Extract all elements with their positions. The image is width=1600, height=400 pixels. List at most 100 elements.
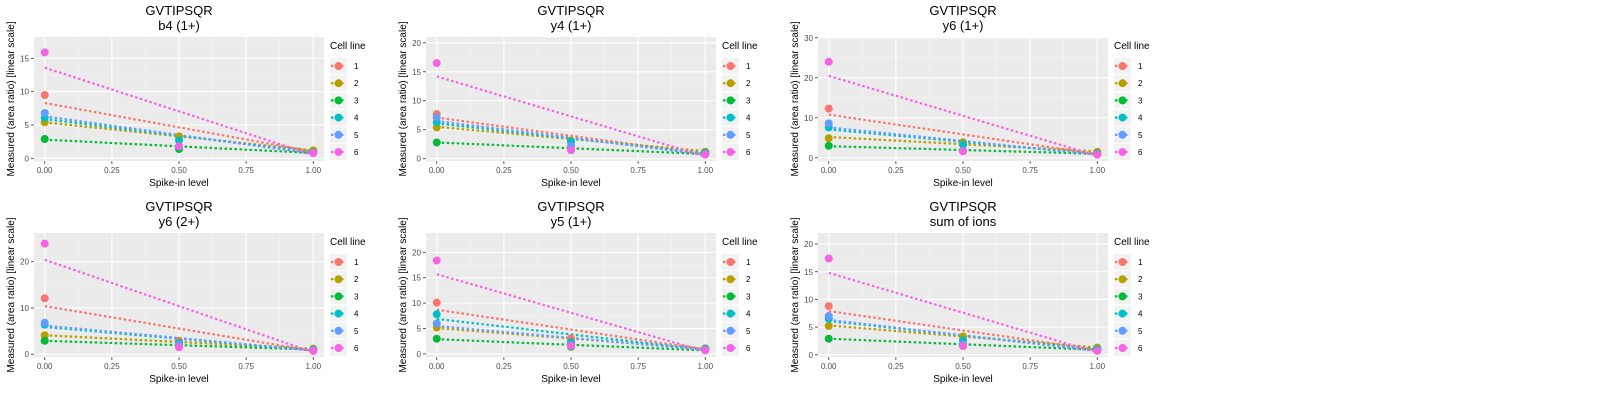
data-point-series-6 xyxy=(567,341,575,350)
x-tick-label: 0.25 xyxy=(496,166,512,175)
data-point-series-1 xyxy=(40,294,49,303)
legend-label: 4 xyxy=(354,310,359,319)
data-point-series-2 xyxy=(40,331,49,340)
data-point-series-1 xyxy=(432,298,441,307)
legend-title: Cell line xyxy=(330,237,366,248)
legend-key-point xyxy=(334,96,343,105)
trend-line-series-6 xyxy=(44,258,314,354)
y-tick-label: 20 xyxy=(804,240,813,249)
chart-subtitle: y5 (1+) xyxy=(551,214,592,229)
legend-label: 5 xyxy=(1138,327,1143,336)
data-point-series-2 xyxy=(824,134,833,143)
legend-label: 1 xyxy=(746,258,751,267)
legend-label: 6 xyxy=(1138,148,1143,157)
legend-label: 1 xyxy=(746,62,751,71)
y-axis-label: Measured (area ratio) [linear scale] xyxy=(398,21,409,176)
legend-key-point xyxy=(334,62,343,70)
data-point-series-4 xyxy=(959,140,967,149)
data-point-series-6 xyxy=(40,239,49,248)
y-tick-label: 10 xyxy=(804,114,813,123)
data-point-series-6 xyxy=(567,145,575,154)
legend-key-point xyxy=(726,62,735,70)
y-tick-label: 0 xyxy=(417,155,422,164)
legend-label: 4 xyxy=(746,114,751,123)
y-tick-label: 20 xyxy=(804,74,813,83)
x-tick-label: 0.25 xyxy=(888,362,904,371)
x-tick-label: 0.75 xyxy=(1022,166,1038,175)
legend-label: 6 xyxy=(354,148,359,157)
legend-key-point xyxy=(334,326,343,335)
x-tick-label: 0.75 xyxy=(238,362,254,371)
legend-label: 3 xyxy=(354,292,359,301)
x-tick-label: 0.50 xyxy=(171,362,187,371)
y-tick-label: 0 xyxy=(809,154,814,163)
legend-key-point xyxy=(334,275,343,284)
y-tick-label: 10 xyxy=(804,295,813,304)
y-tick-label: 0 xyxy=(809,351,814,360)
trend-line-series-6 xyxy=(828,74,1098,157)
legend-key-point xyxy=(334,344,343,352)
y-tick-label: 5 xyxy=(417,126,422,135)
legend-label: 5 xyxy=(1138,131,1143,140)
data-point-series-6 xyxy=(432,256,441,265)
y-tick-label: 15 xyxy=(412,68,421,77)
x-tick-label: 0.75 xyxy=(630,362,646,371)
data-point-series-5 xyxy=(824,119,833,128)
x-axis-label: Spike-in level xyxy=(149,374,208,385)
data-point-series-2 xyxy=(824,322,833,330)
data-point-series-6 xyxy=(959,147,967,156)
y-tick-label: 20 xyxy=(412,248,421,257)
legend-label: 4 xyxy=(746,310,751,319)
y-tick-label: 5 xyxy=(25,121,30,130)
legend-key-point xyxy=(1118,96,1127,105)
legend-key-point xyxy=(726,309,735,318)
legend-label: 3 xyxy=(354,96,359,105)
legend-title: Cell line xyxy=(1114,237,1150,248)
x-tick-label: 0.00 xyxy=(821,166,837,175)
legend-title: Cell line xyxy=(1114,41,1150,52)
x-tick-label: 0.75 xyxy=(238,166,254,175)
x-tick-label: 0.25 xyxy=(888,166,904,175)
legend-key-point xyxy=(726,275,735,284)
y-tick-label: 5 xyxy=(809,323,814,332)
legend-label: 5 xyxy=(354,131,359,140)
legend-label: 4 xyxy=(1138,310,1143,319)
legend-label: 6 xyxy=(746,148,751,157)
chart-subtitle: y6 (2+) xyxy=(159,214,200,229)
y-tick-label: 30 xyxy=(804,34,813,43)
legend-key-point xyxy=(726,148,735,156)
trend-line-series-1 xyxy=(44,101,314,153)
y-tick-label: 5 xyxy=(417,325,422,334)
chart-title: GVTIPSQR xyxy=(145,199,212,214)
y-tick-label: 15 xyxy=(412,274,421,283)
x-tick-label: 0.50 xyxy=(563,166,579,175)
y-tick-label: 15 xyxy=(20,54,29,63)
legend-key-point xyxy=(1118,62,1127,70)
legend-key-point xyxy=(726,326,735,335)
chart-title: GVTIPSQR xyxy=(929,3,996,18)
chart-title: GVTIPSQR xyxy=(537,3,604,18)
legend-label: 6 xyxy=(746,344,751,353)
y-tick-label: 10 xyxy=(412,97,421,106)
data-point-series-6 xyxy=(40,48,49,57)
data-point-series-3 xyxy=(40,135,49,143)
x-tick-label: 0.00 xyxy=(821,362,837,371)
x-tick-label: 0.25 xyxy=(104,362,120,371)
legend-label: 5 xyxy=(354,327,359,336)
chart-title: GVTIPSQR xyxy=(929,199,996,214)
data-point-series-1 xyxy=(824,302,833,311)
data-point-series-4 xyxy=(175,136,183,145)
x-axis-label: Spike-in level xyxy=(149,178,208,189)
legend-title: Cell line xyxy=(722,41,758,52)
data-point-series-1 xyxy=(824,104,833,113)
x-axis-label: Spike-in level xyxy=(933,374,992,385)
legend-key-point xyxy=(334,292,343,301)
data-point-series-6 xyxy=(701,346,710,355)
legend-key-point xyxy=(1118,326,1127,335)
chart-subtitle: y4 (1+) xyxy=(551,18,592,33)
y-tick-label: 10 xyxy=(20,304,29,313)
